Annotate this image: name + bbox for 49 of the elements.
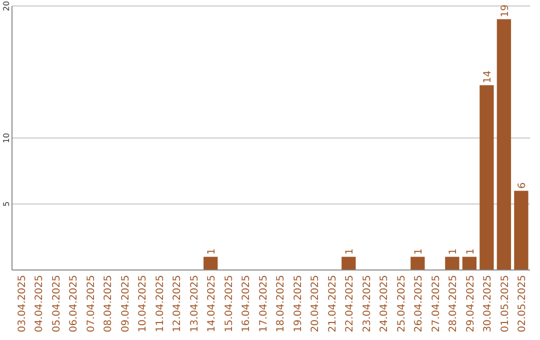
- data-label: 1: [414, 248, 425, 255]
- x-tick-label: 30.04.2025: [482, 275, 494, 332]
- data-label: 19: [500, 4, 511, 18]
- x-tick-label: 06.04.2025: [68, 275, 80, 332]
- bar: [410, 256, 425, 270]
- x-tick-label: 21.04.2025: [327, 275, 338, 332]
- x-tick-label: 22.04.2025: [344, 275, 356, 332]
- x-tick-label: 24.04.2025: [379, 275, 390, 332]
- data-label: 1: [344, 248, 356, 255]
- x-tick-label: 20.04.2025: [310, 275, 322, 332]
- x-tick-label: 14.04.2025: [206, 275, 218, 332]
- x-tick-label: 29.04.2025: [465, 275, 476, 332]
- y-tick-label: 10: [2, 132, 11, 144]
- x-tick-label: 13.04.2025: [189, 275, 200, 332]
- bar: [496, 19, 512, 270]
- y-tick-label: 5: [2, 201, 11, 207]
- x-tick-label: 02.05.2025: [517, 275, 528, 332]
- x-tick-label: 15.04.2025: [224, 275, 235, 332]
- bar: [514, 190, 528, 270]
- bar: [462, 256, 477, 270]
- bar: [445, 256, 460, 270]
- x-tick-label: 26.04.2025: [414, 275, 425, 332]
- x-tick-label: 01.05.2025: [500, 275, 511, 332]
- data-label: 1: [465, 248, 476, 255]
- bar: [204, 256, 218, 270]
- x-tick-label: 23.04.2025: [362, 275, 373, 332]
- data-label: 6: [517, 182, 528, 189]
- x-tick-label: 16.04.2025: [241, 275, 252, 332]
- x-tick-label: 03.04.2025: [16, 275, 28, 332]
- x-tick-label: 18.04.2025: [276, 275, 287, 332]
- x-tick-label: 17.04.2025: [258, 275, 270, 332]
- data-label: 1: [448, 248, 460, 255]
- x-tick-label: 08.04.2025: [103, 275, 114, 332]
- x-tick-label: 27.04.2025: [430, 275, 442, 332]
- x-tick-label: 11.04.2025: [154, 275, 166, 332]
- y-tick-label: 20: [2, 0, 11, 12]
- data-label: 14: [482, 70, 494, 84]
- x-tick-label: 05.04.2025: [51, 275, 62, 332]
- bar: [342, 256, 356, 270]
- x-tick-label: 28.04.2025: [448, 275, 460, 332]
- x-tick-label: 19.04.2025: [292, 275, 304, 332]
- x-tick-label: 09.04.2025: [120, 275, 132, 332]
- bar: [480, 85, 494, 270]
- data-label: 1: [206, 248, 218, 255]
- x-tick-label: 07.04.2025: [86, 275, 97, 332]
- x-tick-label: 10.04.2025: [138, 275, 149, 332]
- x-tick-label: 25.04.2025: [396, 275, 408, 332]
- x-tick-label: 04.04.2025: [34, 275, 46, 332]
- x-tick-label: 12.04.2025: [172, 275, 184, 332]
